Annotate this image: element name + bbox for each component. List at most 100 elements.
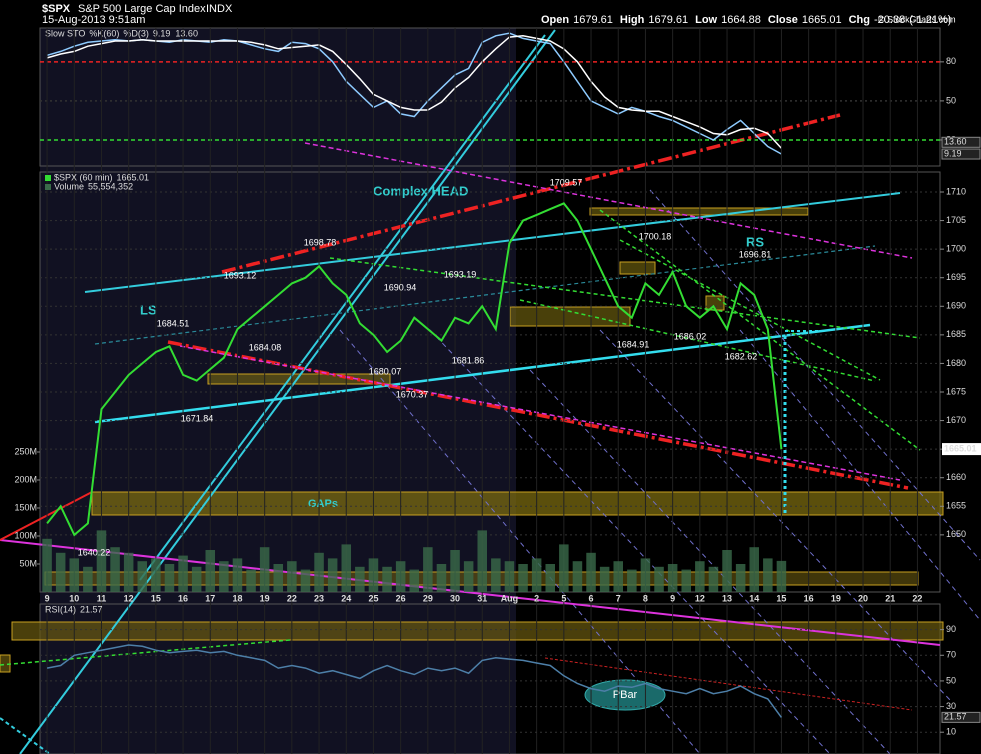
volume-bar	[722, 550, 732, 592]
price-label: 1681.86	[452, 355, 485, 365]
y2-tick-label: 150M	[14, 502, 37, 512]
price-label: 1670.37	[396, 389, 429, 399]
volume-bar	[654, 566, 664, 592]
x-tick-label: 19	[831, 593, 841, 603]
y-tick-label: 1675	[946, 386, 966, 396]
x-tick-label: 6	[589, 593, 594, 603]
quote-label: Low	[695, 14, 717, 26]
y-tick-label: 10	[946, 727, 956, 737]
volume-bar	[559, 544, 569, 592]
x-tick-label: 20	[858, 593, 868, 603]
price-label: 1693.12	[224, 270, 257, 280]
x-tick-label: 17	[205, 593, 215, 603]
price-label: 1693.19	[444, 269, 477, 279]
annotation: LS	[140, 302, 157, 317]
volume-bar	[287, 561, 297, 592]
value-tag-label: 1665.01	[944, 443, 977, 453]
y-tick-label: 1670	[946, 415, 966, 425]
legend-value: 1665.01	[117, 172, 150, 182]
legend-value: 13.60	[175, 28, 198, 38]
series-line	[46, 35, 782, 149]
x-tick-label: 31	[477, 593, 487, 603]
x-tick-label: 9	[45, 593, 50, 603]
y2-tick-label: 250M	[14, 446, 37, 456]
legend-swatch	[45, 175, 51, 181]
volume-bar	[599, 566, 610, 592]
volume-bar	[491, 558, 501, 592]
credit: © StockCharts.com	[878, 14, 956, 24]
volume-bar	[314, 552, 324, 592]
volume-bar	[137, 561, 148, 592]
x-tick-label: Aug	[501, 593, 519, 603]
volume-bar	[518, 564, 528, 592]
datetime: 15-Aug-2013 9:51am	[42, 14, 145, 26]
x-tick-label: 18	[232, 593, 242, 603]
quote-label: Close	[768, 14, 798, 26]
volume-bar	[477, 530, 488, 592]
value-tag	[942, 443, 981, 456]
volume-bar	[627, 569, 637, 592]
volume-bar	[42, 538, 52, 592]
x-tick-label: 26	[396, 593, 406, 603]
price-label: 1690.94	[384, 282, 417, 292]
volume-bar	[191, 566, 202, 592]
legend-entry: $SPX (60 min)	[54, 172, 113, 182]
volume-bar	[545, 564, 556, 592]
volume-bar	[219, 561, 229, 592]
price-label: 1686.02	[674, 331, 707, 341]
history-shade	[40, 28, 516, 754]
series-line	[46, 644, 783, 718]
x-tick-label: 22	[287, 593, 297, 603]
legend-entry: %D(3)	[123, 28, 149, 38]
volume-bar	[273, 564, 284, 592]
y-tick-label: 1650	[946, 529, 966, 539]
x-tick-label: 15	[776, 593, 786, 603]
volume-bar	[423, 547, 433, 592]
legend-entry: Volume	[54, 181, 84, 191]
series-line	[46, 32, 782, 155]
volume-bar	[382, 566, 392, 592]
volume-bar	[232, 558, 243, 592]
volume-bar	[368, 558, 379, 592]
legend-title: Slow STO	[45, 28, 85, 38]
value-tag-label: 13.60	[944, 137, 967, 147]
volume-bar	[531, 558, 542, 592]
volume-bar	[83, 566, 93, 592]
volume-bar	[749, 547, 759, 592]
quote-value: 1665.01	[802, 14, 842, 26]
volume-bar	[355, 566, 365, 592]
volume-bar	[695, 561, 705, 592]
legend-value: 21.57	[80, 604, 103, 614]
x-tick-label: 14	[749, 593, 759, 603]
volume-bar	[776, 560, 787, 592]
y-tick-label: 1660	[946, 472, 966, 482]
y-tick-label: 50	[946, 675, 956, 685]
price-label: 1680.07	[369, 366, 402, 376]
volume-bar	[55, 552, 66, 592]
exchange: INDX	[206, 3, 233, 15]
volume-bar	[259, 547, 270, 592]
volume-bar	[708, 566, 719, 592]
x-tick-label: 23	[314, 593, 324, 603]
price-label: 1684.51	[157, 318, 190, 328]
x-tick-label: 5	[561, 593, 566, 603]
volume-bar	[395, 561, 406, 592]
x-tick-label: 25	[368, 593, 378, 603]
quote-value: 1679.61	[648, 14, 688, 26]
x-tick-label: 10	[69, 593, 79, 603]
value-tag	[941, 711, 981, 723]
price-label: 1671.84	[181, 413, 214, 423]
volume-bar	[681, 569, 691, 592]
quote-value: 1664.88	[721, 14, 761, 26]
y-tick-label: 1695	[946, 272, 966, 282]
volume-bar	[96, 530, 107, 592]
x-tick-label: 12	[695, 593, 705, 603]
volume-bar	[763, 558, 773, 592]
y-tick-label: 30	[946, 701, 956, 711]
legend-entry: %K(60)	[89, 28, 119, 38]
quote-label: High	[620, 14, 645, 26]
volume-bar	[205, 550, 216, 592]
x-tick-label: 13	[722, 593, 732, 603]
volume-bar	[178, 555, 188, 592]
volume-bar	[640, 558, 651, 592]
